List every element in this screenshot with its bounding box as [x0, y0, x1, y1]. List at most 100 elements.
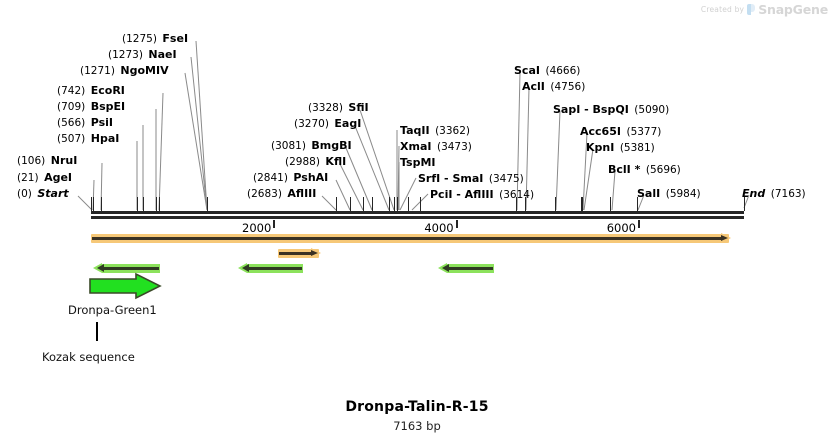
- enzyme-site-tick[interactable]: [397, 197, 399, 211]
- plasmid-backbone-top-strand: [91, 211, 744, 214]
- enzyme-site-name: SalI: [637, 187, 661, 200]
- enzyme-site-position: (709): [57, 101, 86, 113]
- enzyme-site-label[interactable]: (0) Start: [17, 188, 69, 200]
- enzyme-site-position: (3362): [435, 125, 470, 137]
- enzyme-site-tick[interactable]: [158, 197, 160, 211]
- enzyme-site-tick[interactable]: [394, 197, 396, 211]
- enzyme-site-label[interactable]: ScaI (4666): [514, 65, 580, 77]
- enzyme-site-tick[interactable]: [363, 197, 365, 211]
- enzyme-site-tick[interactable]: [389, 197, 391, 211]
- enzyme-site-name: NgoMIV: [120, 64, 169, 77]
- enzyme-site-position: (3614): [499, 189, 535, 201]
- enzyme-site-label[interactable]: (21) AgeI: [17, 172, 72, 184]
- enzyme-site-name: SapI - BspQI: [553, 103, 629, 116]
- cds-arrow-dronpa-green1[interactable]: [88, 272, 168, 302]
- enzyme-site-label[interactable]: SalI (5984): [637, 188, 701, 200]
- enzyme-site-label[interactable]: TaqII (3362): [400, 125, 470, 137]
- orf-shaft: [278, 252, 313, 255]
- enzyme-site-position: (3473): [436, 141, 472, 153]
- snapgene-logo-icon: [747, 4, 756, 15]
- enzyme-site-position: (742): [57, 85, 86, 97]
- enzyme-site-label[interactable]: (3328) SfiI: [308, 102, 369, 114]
- enzyme-site-label[interactable]: Acc65I (5377): [580, 126, 661, 138]
- enzyme-site-name: Acc65I: [580, 125, 621, 138]
- enzyme-site-label[interactable]: (709) BspEI: [57, 101, 125, 113]
- enzyme-site-label[interactable]: (106) NruI: [17, 155, 77, 167]
- enzyme-site-label[interactable]: (507) HpaI: [57, 133, 119, 145]
- primer-arrow-head: [442, 264, 450, 272]
- enzyme-site-label[interactable]: (3081) BmgBI: [271, 140, 352, 152]
- enzyme-site-tick[interactable]: [92, 197, 94, 211]
- enzyme-site-name: BmgBI: [311, 139, 352, 152]
- enzyme-site-name: PciI - AflIII: [430, 188, 494, 201]
- enzyme-site-tick[interactable]: [516, 197, 518, 211]
- enzyme-site-tick[interactable]: [335, 197, 337, 211]
- enzyme-site-label[interactable]: SapI - BspQI (5090): [553, 104, 669, 116]
- ruler-tick-label: 6000: [606, 221, 636, 235]
- enzyme-site-label[interactable]: PciI - AflIII (3614): [430, 189, 534, 201]
- enzyme-site-name: TaqII: [400, 124, 430, 137]
- enzyme-site-tick[interactable]: [581, 197, 583, 211]
- enzyme-site-tick[interactable]: [524, 197, 526, 211]
- enzyme-site-tick[interactable]: [100, 197, 102, 211]
- enzyme-site-tick[interactable]: [555, 197, 557, 211]
- primer-binding-site-arrow[interactable]: [438, 263, 494, 273]
- enzyme-site-tick[interactable]: [610, 197, 612, 211]
- enzyme-site-label[interactable]: (566) PsiI: [57, 117, 113, 129]
- enzyme-site-position: (566): [57, 117, 86, 129]
- ruler-tick: [637, 220, 640, 228]
- enzyme-site-label[interactable]: (2988) KflI: [285, 156, 346, 168]
- enzyme-site-position: (4666): [545, 65, 581, 77]
- enzyme-site-position: (5377): [626, 126, 662, 138]
- enzyme-site-position: (2841): [253, 172, 288, 184]
- enzyme-site-tick[interactable]: [420, 197, 422, 211]
- enzyme-site-position: (3270): [294, 118, 329, 130]
- enzyme-site-tick[interactable]: [744, 197, 745, 211]
- enzyme-site-label[interactable]: TspMI: [400, 157, 436, 168]
- primer-binding-site-arrow[interactable]: [93, 263, 161, 273]
- enzyme-site-label[interactable]: AclI (4756): [522, 81, 585, 93]
- enzyme-site-tick[interactable]: [137, 197, 139, 211]
- enzyme-site-tick[interactable]: [142, 197, 144, 211]
- enzyme-site-label[interactable]: (1273) NaeI: [108, 49, 177, 61]
- enzyme-site-label[interactable]: SrfI - SmaI (3475): [418, 173, 524, 185]
- enzyme-site-name: AclI: [522, 80, 545, 93]
- enzyme-site-tick[interactable]: [155, 197, 157, 211]
- cds-label-dronpa-green1: Dronpa-Green1: [68, 303, 157, 317]
- enzyme-site-label[interactable]: (742) EcoRI: [57, 85, 125, 97]
- enzyme-site-label[interactable]: BclI * (5696): [608, 164, 681, 176]
- enzyme-site-position: (0): [17, 188, 32, 200]
- primer-arrow-head: [97, 264, 105, 272]
- kozak-sequence-tick[interactable]: [96, 322, 98, 341]
- enzyme-site-label[interactable]: (1271) NgoMIV: [80, 65, 169, 77]
- orf-arrow-head-inner: [310, 250, 318, 256]
- enzyme-site-label[interactable]: (2683) AflIII: [247, 188, 316, 200]
- enzyme-site-tick[interactable]: [407, 197, 409, 211]
- ruler-tick-label: 4000: [424, 221, 454, 235]
- enzyme-site-label[interactable]: (2841) PshAI: [253, 172, 328, 184]
- enzyme-site-tick[interactable]: [636, 197, 638, 211]
- plasmid-backbone-bottom-strand: [91, 216, 744, 219]
- enzyme-site-position: (3328): [308, 102, 343, 114]
- enzyme-site-label[interactable]: (1275) FseI: [122, 33, 188, 45]
- enzyme-site-label[interactable]: XmaI (3473): [400, 141, 472, 153]
- primer-shaft: [247, 267, 303, 270]
- enzyme-site-tick[interactable]: [371, 197, 373, 211]
- enzyme-site-position: (5381): [619, 142, 655, 154]
- enzyme-site-label[interactable]: End (7163): [742, 188, 806, 200]
- enzyme-site-position: (21): [17, 172, 39, 184]
- enzyme-site-position: (5090): [634, 104, 670, 116]
- enzyme-site-position: (4756): [550, 81, 586, 93]
- primer-binding-site-arrow[interactable]: [237, 263, 304, 273]
- enzyme-site-label[interactable]: (3270) EagI: [294, 118, 361, 130]
- enzyme-site-tick[interactable]: [91, 197, 92, 211]
- enzyme-site-tick[interactable]: [349, 197, 351, 211]
- enzyme-site-tick[interactable]: [207, 197, 209, 211]
- enzyme-site-name: End: [742, 187, 766, 200]
- enzyme-site-name: EagI: [334, 117, 362, 130]
- enzyme-site-label[interactable]: KpnI (5381): [586, 142, 655, 154]
- enzyme-site-name: Start: [37, 187, 69, 200]
- ruler-tick: [455, 220, 458, 228]
- enzyme-site-name: PshAI: [293, 171, 329, 184]
